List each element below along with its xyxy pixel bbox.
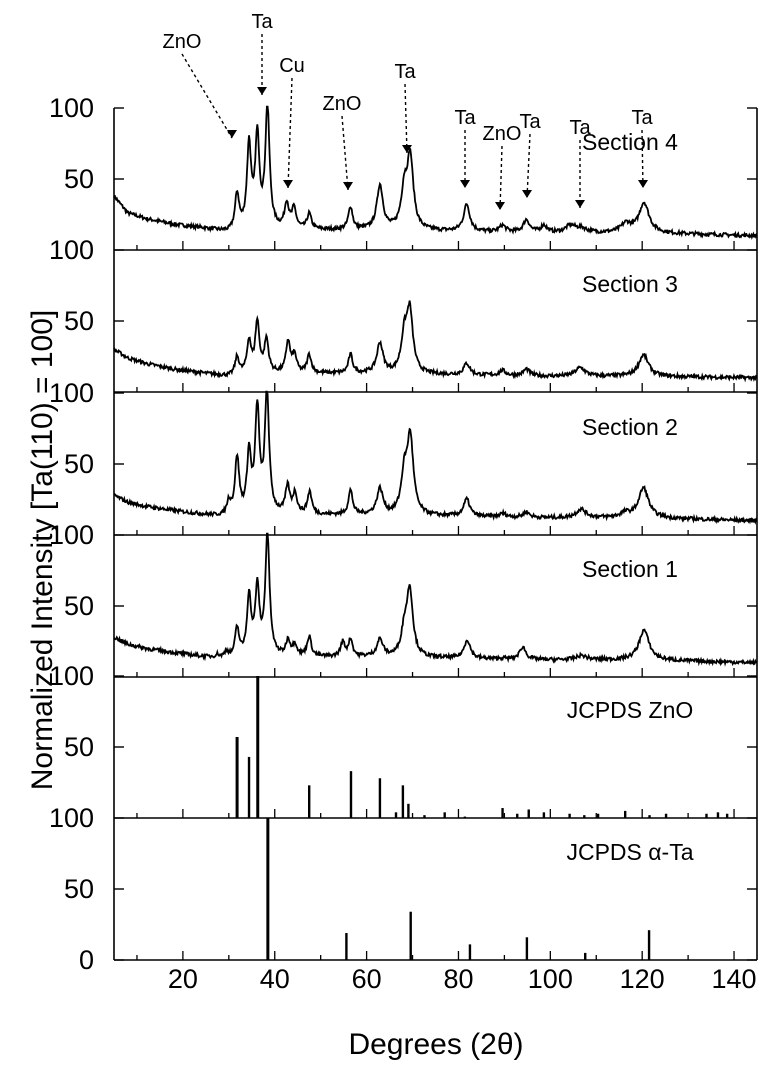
annotation-label: ZnO: [323, 93, 362, 115]
panel-label: Section 2: [582, 414, 678, 440]
panel-label: JCPDS α-Ta: [566, 839, 693, 865]
annotation-label: ZnO: [483, 123, 522, 145]
arrowhead: [227, 130, 237, 138]
annotation-arrow: [341, 115, 349, 191]
annotation-arrow: [404, 83, 408, 154]
series-line: [113, 532, 758, 667]
y-axis-title: Normalized Intensity [Ta(110) = 100]: [26, 310, 59, 791]
panel-5: JCPDS ZnO: [235, 676, 729, 818]
x-tick-label: 140: [712, 964, 757, 994]
panel-6: JCPDS α-Ta: [266, 818, 694, 960]
x-tick-label: 100: [528, 964, 573, 994]
annotation-label: Ta: [631, 107, 653, 129]
series-line: [113, 105, 758, 240]
series-line: [113, 390, 758, 525]
panel-label: Section 4: [582, 129, 678, 155]
x-tick-label: 20: [168, 964, 198, 994]
y-tick-label: 0: [79, 945, 94, 975]
panel-label: Section 3: [582, 271, 678, 297]
y-tick-label: 100: [49, 93, 94, 123]
y-tick-label: 50: [64, 591, 94, 621]
y-tick-label: 100: [49, 235, 94, 265]
annotation-arrow: [181, 53, 233, 139]
x-axis-title: Degrees (2θ): [348, 1028, 523, 1061]
series-line: [113, 300, 758, 383]
arrowhead: [575, 200, 585, 208]
y-tick-label: 50: [64, 874, 94, 904]
panel-1: Section 4: [113, 105, 758, 240]
annotation-arrow: [641, 129, 644, 189]
arrowhead: [343, 182, 353, 190]
y-tick-label: 50: [64, 306, 94, 336]
y-tick-label: 100: [49, 378, 94, 408]
annotation-label: Cu: [279, 55, 305, 77]
y-tick-label: 100: [49, 803, 94, 833]
arrowhead: [638, 180, 648, 188]
annotation-label: Ta: [394, 61, 416, 83]
annotation-label: Ta: [519, 111, 541, 133]
axes: 50 100 50 100 50 100 50 100 50 100 0 50 100 20 40 60 80 1…: [49, 93, 758, 994]
arrowhead: [495, 202, 505, 210]
x-tick-label: 120: [620, 964, 665, 994]
annotation-label: ZnO: [163, 31, 202, 53]
annotation-label: Ta: [454, 107, 476, 129]
annotation-arrow: [499, 145, 503, 211]
annotation-label: Ta: [251, 11, 273, 33]
y-tick-label: 50: [64, 449, 94, 479]
arrowhead: [283, 180, 293, 188]
x-tick-label: 80: [443, 964, 473, 994]
arrowhead: [402, 145, 412, 153]
y-tick-label: 100: [49, 520, 94, 550]
y-tick-label: 50: [64, 732, 94, 762]
arrowhead: [522, 190, 532, 198]
panel-label: Section 1: [582, 556, 678, 582]
panel-2: Section 3: [113, 271, 758, 383]
chart-panels: Section 4 Section 3 Section 2 Section 1 JCPD…: [113, 105, 758, 960]
y-tick-label: 50: [64, 164, 94, 194]
panel-4: Section 1: [113, 532, 758, 667]
annotation-label: Ta: [569, 117, 591, 139]
panel-label: JCPDS ZnO: [567, 697, 694, 723]
annotation-arrow: [526, 133, 531, 199]
x-tick-label: 40: [260, 964, 290, 994]
annotation-arrow: [287, 77, 293, 189]
y-tick-label: 100: [49, 661, 94, 691]
arrowhead: [460, 180, 470, 188]
x-tick-label: 60: [352, 964, 382, 994]
arrowhead: [257, 87, 267, 95]
panel-3: Section 2: [113, 390, 758, 525]
